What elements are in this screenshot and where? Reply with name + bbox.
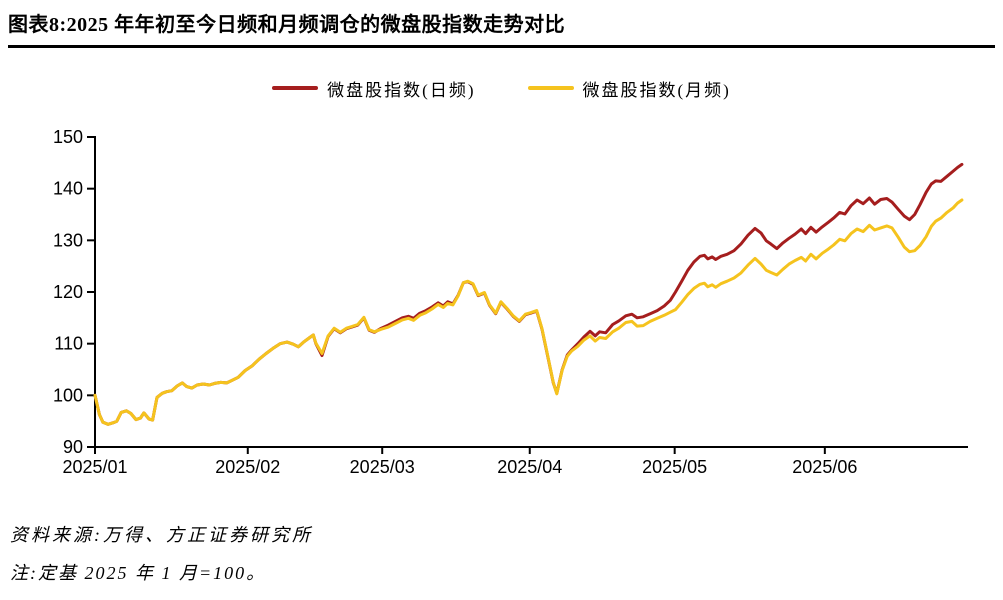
- chart-legend: 微盘股指数(日频) 微盘股指数(月频): [0, 74, 1003, 102]
- daily-series-line-icon: [272, 86, 319, 90]
- x-tick-label: 2025/04: [497, 457, 562, 477]
- y-tick-label: 110: [54, 334, 83, 354]
- x-tick-label: 2025/06: [792, 457, 857, 477]
- y-tick-label: 120: [53, 282, 83, 302]
- legend-label-daily: 微盘股指数(日频): [327, 80, 476, 100]
- monthly-series-line-icon: [527, 86, 574, 90]
- legend-item-monthly: 微盘股指数(月频): [527, 76, 731, 101]
- series-line-daily: [93, 162, 964, 426]
- figure-title: 图表8:2025 年年初至今日频和月频调仓的微盘股指数走势对比: [8, 14, 566, 36]
- series-line-monthly: [93, 198, 964, 426]
- source-note: 资料来源:万得、方正证券研究所: [10, 525, 313, 545]
- y-tick-label: 100: [53, 385, 83, 405]
- x-tick-label: 2025/03: [350, 457, 415, 477]
- y-tick-label: 90: [63, 437, 83, 457]
- y-tick-label: 130: [53, 230, 83, 250]
- title-divider: [8, 45, 995, 48]
- legend-label-monthly: 微盘股指数(月频): [582, 80, 731, 100]
- y-tick-label: 150: [53, 127, 83, 147]
- legend-item-daily: 微盘股指数(日频): [272, 76, 475, 101]
- x-tick-label: 2025/05: [642, 457, 707, 477]
- x-tick-label: 2025/01: [62, 457, 127, 477]
- y-tick-label: 140: [53, 179, 83, 199]
- base-note: 注:定基 2025 年 1 月=100。: [10, 563, 267, 583]
- x-tick-label: 2025/02: [215, 457, 280, 477]
